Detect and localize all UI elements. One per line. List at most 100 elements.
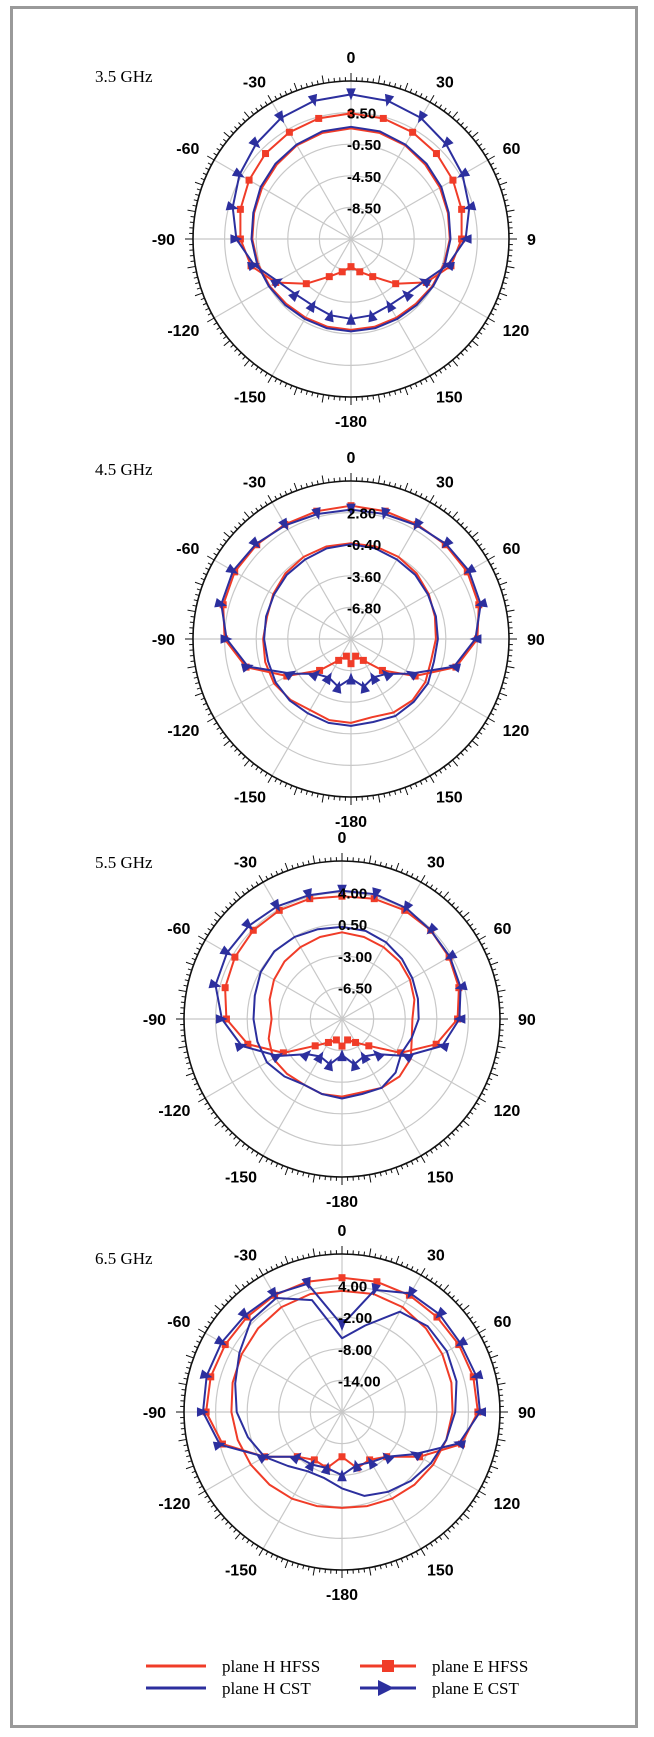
angle-tick xyxy=(492,707,497,711)
angle-tick xyxy=(374,860,377,865)
angle-tick xyxy=(490,712,495,716)
angle-tick xyxy=(429,1542,434,1547)
angle-tick xyxy=(186,1366,191,1369)
angle-tick xyxy=(481,726,486,731)
marker-triangle xyxy=(463,201,477,211)
angle-tick xyxy=(187,968,192,971)
angle-tick xyxy=(223,335,227,340)
angle-tick xyxy=(270,873,274,878)
chart-title: 6.5 GHz xyxy=(95,1249,153,1268)
angle-tick xyxy=(507,260,512,263)
angle-tick xyxy=(275,1556,279,1561)
angle-tick xyxy=(486,1082,491,1086)
angle-tick xyxy=(280,868,284,873)
marker-triangle xyxy=(269,898,280,912)
angle-tick xyxy=(368,1174,372,1183)
angle-tick xyxy=(279,493,283,498)
angle-tick xyxy=(216,726,221,731)
angle-tick xyxy=(488,1350,493,1354)
marker-triangle xyxy=(457,167,471,178)
grid-spoke xyxy=(271,101,352,240)
angle-tick xyxy=(196,947,201,951)
angle-tick xyxy=(193,276,198,279)
angle-tick xyxy=(469,1504,474,1508)
angle-tick xyxy=(468,344,472,348)
angle-tick xyxy=(246,1146,250,1151)
marker-triangle xyxy=(413,517,424,531)
angle-tick xyxy=(374,1173,377,1178)
angle-tick xyxy=(194,581,203,586)
marker-triangle xyxy=(323,1058,333,1072)
marker-triangle xyxy=(313,1051,324,1065)
angle-tick xyxy=(399,84,402,89)
angle-tick xyxy=(429,1277,434,1282)
marker-triangle xyxy=(360,680,370,694)
angle-tick xyxy=(302,1172,305,1177)
angle-tick xyxy=(289,385,293,390)
angle-tick xyxy=(191,957,196,961)
angle-tick xyxy=(502,282,507,285)
angle-tick xyxy=(265,1268,269,1273)
angle-tick xyxy=(452,759,459,767)
angle-tick xyxy=(284,490,288,495)
marker-triangle xyxy=(208,978,222,989)
marker-triangle xyxy=(459,234,472,244)
angle-tick xyxy=(502,593,507,596)
marker-square xyxy=(409,128,417,136)
angle-tick xyxy=(255,766,259,771)
angle-tick xyxy=(255,1545,259,1550)
angle-tick xyxy=(300,484,303,489)
angle-tick xyxy=(293,82,298,91)
angle-tick xyxy=(383,793,386,798)
angle-label: 60 xyxy=(503,541,521,558)
angle-label: 90 xyxy=(527,632,545,649)
angle-tick xyxy=(497,1045,506,1049)
marker-square xyxy=(392,280,400,288)
angle-label: 30 xyxy=(436,474,454,491)
angle-tick xyxy=(455,1521,459,1525)
angle-label: 0 xyxy=(338,1223,347,1240)
radial-tick-label: -0.40 xyxy=(347,537,381,554)
angle-label: -150 xyxy=(225,1170,257,1187)
marker-triangle xyxy=(308,669,321,682)
angle-tick xyxy=(377,794,381,803)
marker-triangle xyxy=(360,1051,371,1065)
angle-tick xyxy=(434,1280,438,1285)
angle-tick xyxy=(250,763,255,767)
angle-tick xyxy=(250,884,255,889)
angle-tick xyxy=(258,1155,264,1164)
marker-triangle xyxy=(225,201,239,211)
grid-spoke xyxy=(213,638,352,719)
angle-tick xyxy=(475,735,479,740)
angle-tick xyxy=(307,1566,310,1571)
angle-tick xyxy=(291,1562,294,1567)
angle-tick xyxy=(234,891,241,899)
angle-tick xyxy=(456,756,460,760)
marker-triangle xyxy=(381,507,391,520)
angle-tick xyxy=(255,1274,259,1279)
angle-tick xyxy=(229,902,233,906)
angle-tick xyxy=(404,82,409,91)
marker-triangle xyxy=(426,922,439,935)
angle-tick xyxy=(191,1077,196,1081)
polar-chart-4: 6.5 GHz 0 30 60 90 120 150 -180 -150 -120 -90 -60 -3… xyxy=(95,1223,536,1604)
angle-tick xyxy=(459,1124,463,1128)
angle-tick xyxy=(184,1449,189,1452)
marker-triangle xyxy=(225,563,239,574)
marker-triangle xyxy=(256,1453,270,1464)
angle-tick xyxy=(410,1160,414,1165)
marker-triangle xyxy=(368,309,378,323)
angle-tick xyxy=(486,1475,491,1479)
marker-square xyxy=(347,263,355,271)
angle-tick xyxy=(206,155,215,161)
angle-tick xyxy=(483,1480,488,1484)
angle-tick xyxy=(459,910,463,914)
angle-tick xyxy=(415,1268,419,1273)
angle-tick xyxy=(405,1163,409,1168)
angle-tick xyxy=(250,1149,255,1154)
marker-square xyxy=(262,150,270,158)
angle-tick xyxy=(462,911,470,918)
angle-label: 0 xyxy=(338,830,347,847)
angle-tick xyxy=(400,1558,404,1563)
